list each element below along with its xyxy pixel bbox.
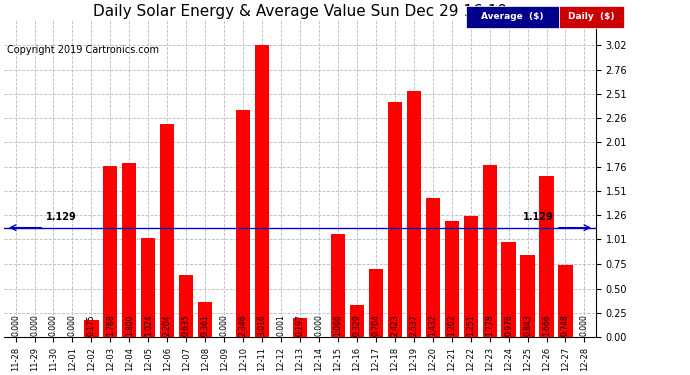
Text: 1.800: 1.800 xyxy=(125,314,134,336)
Text: 0.704: 0.704 xyxy=(371,314,380,336)
Bar xyxy=(255,45,269,337)
Bar xyxy=(179,276,193,337)
Bar xyxy=(426,198,440,337)
Text: Copyright 2019 Cartronics.com: Copyright 2019 Cartronics.com xyxy=(7,45,159,55)
Text: 2.346: 2.346 xyxy=(239,314,248,336)
Text: 0.843: 0.843 xyxy=(523,314,532,336)
Bar xyxy=(464,216,477,337)
Text: 1.666: 1.666 xyxy=(542,314,551,336)
Text: 2.537: 2.537 xyxy=(409,314,418,336)
Text: 0.175: 0.175 xyxy=(87,314,96,336)
Bar xyxy=(84,320,99,337)
Text: 3.016: 3.016 xyxy=(257,314,266,336)
Text: 0.748: 0.748 xyxy=(561,314,570,336)
Text: 1.251: 1.251 xyxy=(466,315,475,336)
Text: 0.000: 0.000 xyxy=(315,314,324,336)
Bar xyxy=(368,269,383,337)
Bar xyxy=(141,238,155,337)
Bar xyxy=(331,234,345,337)
Text: 0.000: 0.000 xyxy=(30,314,39,336)
Bar xyxy=(160,123,175,337)
Text: 0.000: 0.000 xyxy=(219,314,228,336)
Text: 1.066: 1.066 xyxy=(333,314,342,336)
Bar xyxy=(198,302,213,337)
Bar xyxy=(558,264,573,337)
Bar xyxy=(104,166,117,337)
Text: 0.976: 0.976 xyxy=(504,314,513,336)
Text: 0.001: 0.001 xyxy=(277,314,286,336)
Text: 2.423: 2.423 xyxy=(391,314,400,336)
Text: 0.329: 0.329 xyxy=(353,314,362,336)
Title: Daily Solar Energy & Average Value Sun Dec 29 16:19: Daily Solar Energy & Average Value Sun D… xyxy=(93,4,507,19)
Bar xyxy=(350,305,364,337)
Bar xyxy=(540,176,553,337)
Text: 2.204: 2.204 xyxy=(163,314,172,336)
Bar xyxy=(293,318,307,337)
Text: 1.432: 1.432 xyxy=(428,314,437,336)
Bar xyxy=(502,243,515,337)
Text: 0.635: 0.635 xyxy=(181,314,190,336)
Bar xyxy=(388,102,402,337)
Text: 1.768: 1.768 xyxy=(106,314,115,336)
Text: 1.129: 1.129 xyxy=(524,212,554,222)
Text: 0.000: 0.000 xyxy=(49,314,58,336)
Text: 0.000: 0.000 xyxy=(580,314,589,336)
Bar xyxy=(236,110,250,337)
Text: 1.129: 1.129 xyxy=(46,212,77,222)
Text: 0.361: 0.361 xyxy=(201,314,210,336)
Bar xyxy=(122,163,137,337)
Text: Average  ($): Average ($) xyxy=(481,12,544,21)
Text: 0.000: 0.000 xyxy=(11,314,20,336)
Bar xyxy=(482,165,497,337)
Text: 1.778: 1.778 xyxy=(485,314,494,336)
Text: 1.202: 1.202 xyxy=(447,315,456,336)
Text: Daily  ($): Daily ($) xyxy=(569,12,615,21)
Text: 0.197: 0.197 xyxy=(295,314,304,336)
Bar xyxy=(444,220,459,337)
Text: 1.024: 1.024 xyxy=(144,314,152,336)
Text: 0.000: 0.000 xyxy=(68,314,77,336)
Bar xyxy=(406,92,421,337)
Bar xyxy=(520,255,535,337)
